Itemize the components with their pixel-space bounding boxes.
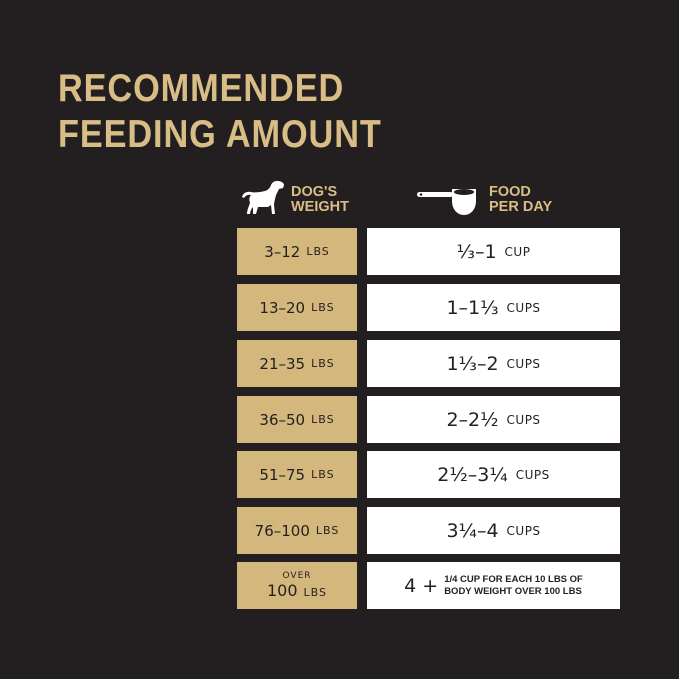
table-row-over-100: OVER 100 LBS 4 + 1/4 CUP FOR EACH 10 LBS … [237, 562, 620, 609]
note-line-1: 1/4 CUP FOR EACH 10 LBS OF [444, 573, 583, 585]
food-header-line-2: PER DAY [489, 199, 553, 215]
amount-unit: CUP [504, 244, 531, 259]
food-cell: 1–1⅓ CUPS [367, 284, 620, 331]
weight-header: DOG'S WEIGHT [291, 185, 349, 215]
table-row: 21–35 LBS 1⅓–2 CUPS [237, 340, 620, 387]
weight-unit: LBS [311, 357, 335, 370]
weight-cell: 51–75 LBS [237, 451, 357, 498]
table-row: 36–50 LBS 2–2½ CUPS [237, 396, 620, 443]
food-cell: 3¼–4 CUPS [367, 507, 620, 554]
weight-cell: 13–20 LBS [237, 284, 357, 331]
food-header-line-1: FOOD [489, 184, 531, 200]
weight-value: 3–12 [264, 242, 301, 261]
weight-unit: LBS [315, 524, 340, 537]
weight-unit: LBS [311, 413, 335, 426]
title-line-2: FEEDING AMOUNT [58, 113, 382, 156]
amount-unit: CUPS [506, 523, 541, 538]
amount-unit: CUPS [515, 467, 550, 482]
over-label: OVER [282, 571, 312, 581]
amount-unit: CUPS [506, 356, 541, 371]
weight-unit: LBS [303, 586, 327, 599]
amount-unit: CUPS [506, 412, 541, 427]
page-title: RECOMMENDED FEEDING AMOUNT [58, 66, 382, 158]
note-line-2: BODY WEIGHT OVER 100 LBS [444, 585, 582, 597]
food-header: FOOD PER DAY [489, 185, 552, 215]
amount-note: 1/4 CUP FOR EACH 10 LBS OF BODY WEIGHT O… [444, 574, 583, 598]
food-cell: ⅓–1 CUP [367, 228, 620, 275]
amount-value: ⅓–1 [456, 240, 497, 263]
food-cell: 2½–3¼ CUPS [367, 451, 620, 498]
amount-value: 3¼–4 [446, 519, 499, 542]
amount-unit: CUPS [506, 300, 541, 315]
dog-icon [242, 181, 284, 214]
food-cell: 4 + 1/4 CUP FOR EACH 10 LBS OF BODY WEIG… [367, 562, 620, 609]
weight-cell: OVER 100 LBS [237, 562, 357, 609]
weight-cell: 3–12 LBS [237, 228, 357, 275]
table-row: 51–75 LBS 2½–3¼ CUPS [237, 451, 620, 498]
amount-value: 1⅓–2 [446, 352, 499, 375]
weight-cell: 76–100 LBS [237, 507, 357, 554]
weight-header-line-2: WEIGHT [291, 199, 349, 215]
weight-value: 13–20 [259, 298, 306, 317]
title-line-1: RECOMMENDED [58, 67, 345, 110]
food-cell: 2–2½ CUPS [367, 396, 620, 443]
weight-cell: 36–50 LBS [237, 396, 357, 443]
food-cell: 1⅓–2 CUPS [367, 340, 620, 387]
weight-cell: 21–35 LBS [237, 340, 357, 387]
amount-value: 1–1⅓ [446, 296, 499, 319]
weight-value: 21–35 [259, 354, 306, 373]
table-row: 13–20 LBS 1–1⅓ CUPS [237, 284, 620, 331]
weight-value: 100 [266, 581, 298, 600]
table-row: 3–12 LBS ⅓–1 CUP [237, 228, 620, 275]
weight-unit: LBS [306, 245, 330, 258]
measuring-cup-icon [417, 189, 476, 215]
weight-value: 76–100 [254, 521, 310, 540]
amount-value: 2½–3¼ [437, 463, 508, 486]
weight-unit: LBS [311, 301, 335, 314]
weight-header-line-1: DOG'S [291, 184, 338, 200]
weight-unit: LBS [311, 468, 335, 481]
weight-value: 51–75 [259, 465, 306, 484]
amount-value: 2–2½ [446, 408, 499, 431]
amount-value: 4 + [404, 574, 439, 597]
table-row: 76–100 LBS 3¼–4 CUPS [237, 507, 620, 554]
weight-value: 36–50 [259, 410, 306, 429]
